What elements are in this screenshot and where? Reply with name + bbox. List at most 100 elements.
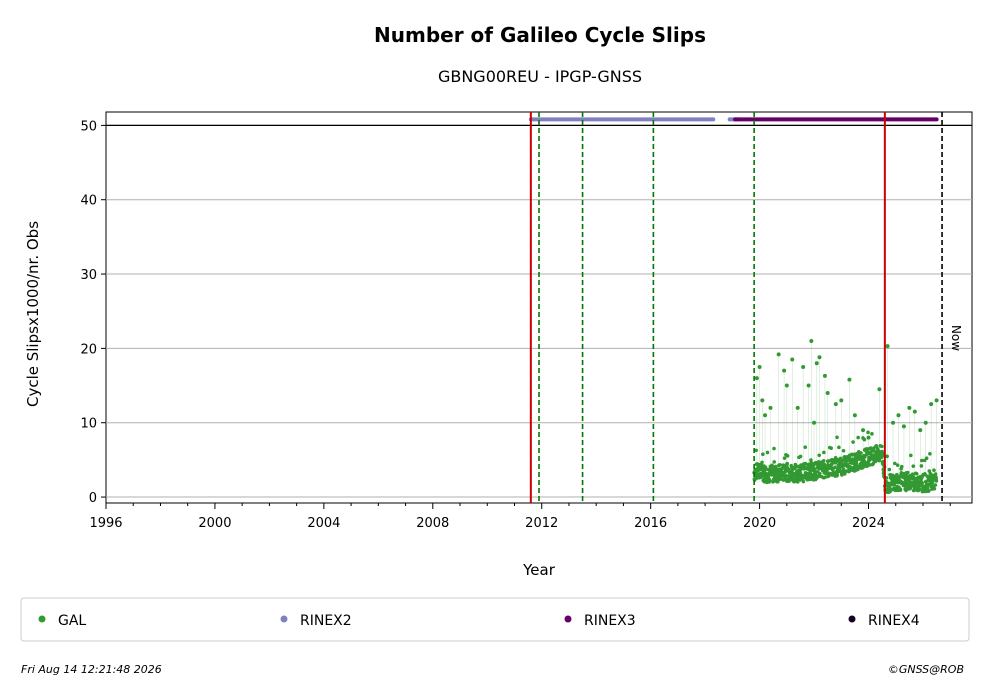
gal-point [833,465,837,470]
gal-point [835,435,839,440]
x-axis-ticks: 1996 2000 2004 2008 2012 2016 2020 2024 [89,503,951,531]
legend-marker [280,615,288,623]
legend-marker [848,615,856,623]
chart-subtitle: GBNG00REU - IPGP-GNSS [438,67,642,86]
footer-timestamp: Fri Aug 14 12:21:48 2026 [21,663,162,676]
gal-outlier-point [912,409,917,414]
gal-outlier-point [817,355,822,360]
x-tick-label: 2008 [416,516,449,531]
gal-point [887,467,892,472]
gal-point [765,450,770,455]
chart-title: Number of Galileo Cycle Slips [374,23,706,47]
gal-point [835,473,840,477]
gal-outlier-point [768,405,773,410]
gal-point [801,479,806,484]
gal-outlier-point [760,398,765,403]
gal-point [918,487,922,491]
legend-frame [20,597,970,642]
gal-outlier-point [825,390,830,395]
gal-point [895,472,899,477]
gal-point [795,480,800,484]
gal-point [933,472,938,476]
x-tick-label: 2000 [198,516,231,531]
gal-point [887,485,892,490]
gal-outlier-point [847,377,852,382]
gal-outlier-point [763,413,768,418]
gal-point [927,489,931,493]
gal-point [869,450,873,455]
gal-outlier-point [923,420,928,425]
gal-series [752,338,939,495]
gal-point [760,460,764,465]
legend-label: RINEX4 [868,613,920,629]
legend-items: GAL RINEX2 RINEX3 RINEX4 [38,613,920,629]
y-tick-label: 0 [89,491,97,506]
gal-point [823,475,828,479]
event-lines: Now [529,112,963,503]
y-tick-label: 40 [80,194,97,209]
gal-outlier-point [929,402,934,407]
legend-label: RINEX3 [584,613,636,629]
gal-outlier-point [852,413,857,418]
now-label: Now [949,325,963,351]
gal-outlier-point [877,387,882,392]
gal-point [893,461,897,466]
gal-point [786,474,790,478]
gal-outlier-point [901,424,906,429]
gal-point [846,462,850,467]
gal-point [898,488,903,492]
gal-point [772,446,776,451]
legend: GAL RINEX2 RINEX3 RINEX4 [20,597,970,642]
gal-point [920,481,925,486]
gal-point [866,430,870,435]
gal-point [803,461,808,466]
gal-point [911,464,916,468]
y-tick-label: 20 [80,342,97,357]
gal-outlier-point [801,364,806,369]
legend-marker [564,615,572,623]
y-gridlines [106,124,972,498]
gal-outlier-point [782,368,787,373]
x-axis-label: Year [522,561,556,579]
gal-outlier-point [839,398,844,403]
gal-point [821,459,826,463]
gal-point [772,460,777,464]
gal-point [932,468,936,473]
y-axis-ticks: 0 10 20 30 40 50 [80,119,106,506]
gal-point [762,468,767,473]
gal-point [934,479,939,483]
gal-point [786,467,791,472]
gal-point [818,471,822,476]
gal-point [885,454,889,459]
gal-point [829,446,833,450]
gal-point [776,479,780,484]
gal-point [785,454,790,458]
gal-point [778,463,782,467]
gal-point [917,483,922,488]
gal-point [862,437,867,442]
gal-point [809,458,813,462]
y-tick-label: 50 [80,119,97,134]
y-tick-label: 10 [80,417,97,432]
gal-outlier-point [896,413,901,418]
gal-point [798,454,803,459]
gal-outlier-point [885,344,890,349]
gal-outlier-point [861,428,866,433]
gal-point [919,458,924,463]
gal-outlier-point [814,361,819,366]
gal-outlier-point [757,364,762,369]
legend-marker [38,615,46,623]
gal-outlier-point [812,420,817,425]
gal-outlier-point [790,357,795,362]
gal-outlier-point [918,428,923,433]
plot-area: 0 10 20 30 40 50 1996 2000 2004 2008 2012 2016 2020… [80,111,973,531]
gal-outlier-point [866,435,871,440]
y-tick-label: 30 [80,268,97,283]
x-tick-label: 2016 [634,516,667,531]
x-tick-label: 2020 [743,516,776,531]
gal-point [763,465,768,470]
gal-point [817,453,822,458]
gal-point [932,486,937,491]
x-tick-label: 1996 [89,516,122,531]
x-tick-label: 2024 [852,516,885,531]
